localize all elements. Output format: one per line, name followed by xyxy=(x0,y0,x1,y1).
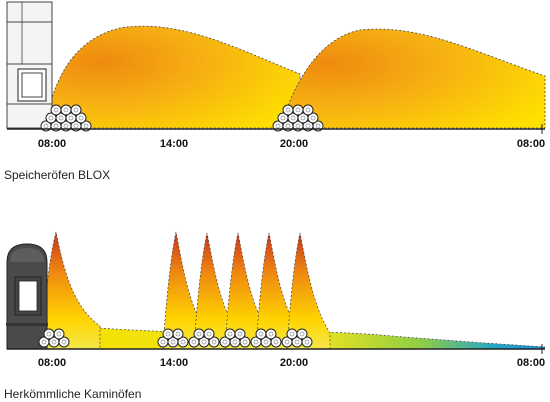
heat-spike xyxy=(162,231,207,350)
time-label: 08:00 xyxy=(517,138,545,150)
time-label: 08:00 xyxy=(517,357,545,369)
top-panel: 08:00 14:00 20:00 08:00 Speicheröfen BLO… xyxy=(4,1,546,182)
time-label: 20:00 xyxy=(280,357,308,369)
time-label: 14:00 xyxy=(160,138,188,150)
time-label: 20:00 xyxy=(280,138,308,150)
panel-caption: Herkömmliche Kaminöfen xyxy=(4,387,141,401)
time-label: 08:00 xyxy=(38,138,66,150)
time-label: 08:00 xyxy=(38,357,66,369)
heat-spike xyxy=(41,231,101,350)
heat-curve-2 xyxy=(279,28,546,129)
heat-spike xyxy=(286,232,331,350)
fireplace-stove-icon xyxy=(6,243,48,350)
storage-stove-icon xyxy=(6,1,53,129)
bottom-panel: 08:00 14:00 20:00 08:00 Herkömmliche Kam… xyxy=(4,231,546,401)
panel-caption: Speicheröfen BLOX xyxy=(4,168,110,182)
time-label: 14:00 xyxy=(160,357,188,369)
heat-curve-1 xyxy=(44,25,301,129)
